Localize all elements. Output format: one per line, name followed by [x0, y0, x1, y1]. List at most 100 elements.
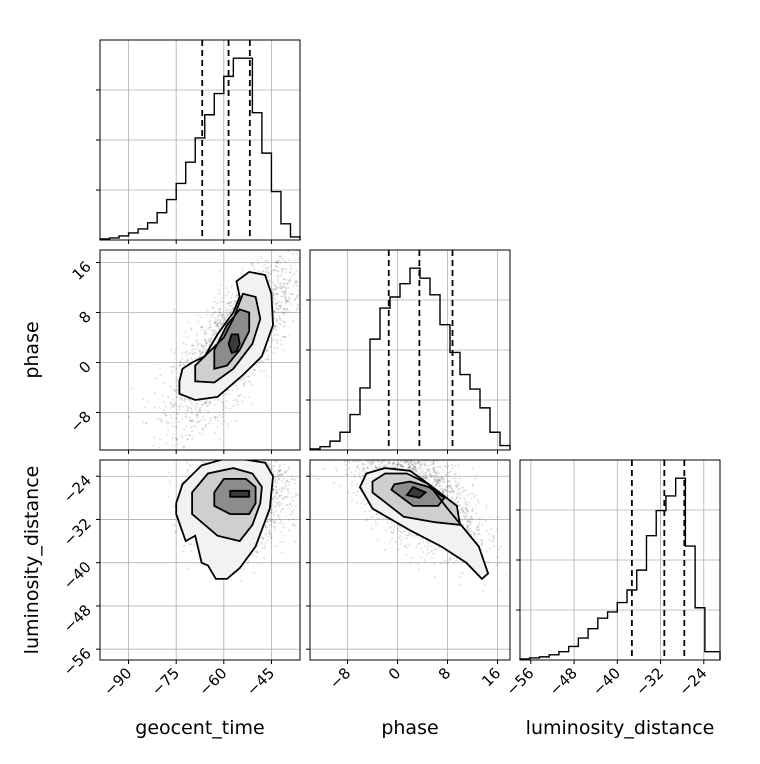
sample-point	[277, 282, 279, 284]
sample-point	[301, 300, 303, 302]
sample-point	[306, 248, 308, 250]
sample-point	[190, 400, 192, 402]
sample-point	[272, 338, 274, 340]
sample-point	[255, 436, 257, 438]
sample-point	[300, 342, 302, 344]
sample-point	[286, 311, 288, 313]
sample-point	[245, 455, 247, 457]
sample-point	[274, 475, 276, 477]
sample-point	[185, 405, 187, 407]
sample-point	[297, 285, 299, 287]
sample-point	[267, 540, 269, 542]
sample-point	[243, 383, 245, 385]
sample-point	[231, 579, 233, 581]
sample-point	[252, 262, 254, 264]
sample-point	[215, 418, 217, 420]
sample-point	[255, 436, 257, 438]
sample-point	[155, 378, 157, 380]
sample-point	[161, 421, 163, 423]
sample-point	[245, 454, 247, 456]
sample-point	[167, 420, 169, 422]
sample-point	[275, 265, 277, 267]
sample-point	[206, 314, 208, 316]
sample-point	[294, 482, 296, 484]
sample-point	[185, 413, 187, 415]
sample-point	[170, 402, 172, 404]
sample-point	[190, 445, 192, 447]
sample-point	[269, 463, 271, 465]
sample-point	[165, 406, 167, 408]
sample-point	[274, 299, 276, 301]
sample-point	[272, 282, 274, 284]
sample-point	[203, 345, 205, 347]
sample-point	[159, 439, 161, 441]
sample-point	[280, 302, 282, 304]
sample-point	[288, 519, 290, 521]
sample-point	[275, 506, 277, 508]
sample-point	[227, 423, 229, 425]
sample-point	[280, 283, 282, 285]
sample-point	[280, 225, 282, 227]
sample-point	[204, 409, 206, 411]
sample-point	[205, 345, 207, 347]
sample-point	[173, 412, 175, 414]
sample-point	[177, 413, 179, 415]
sample-point	[174, 531, 176, 533]
sample-point	[280, 522, 282, 524]
sample-point	[317, 316, 319, 318]
sample-point	[159, 367, 161, 369]
sample-point	[268, 457, 270, 459]
sample-point	[237, 437, 239, 439]
sample-point	[195, 352, 197, 354]
sample-point	[182, 550, 184, 552]
sample-point	[275, 305, 277, 307]
sample-point	[292, 509, 294, 511]
sample-point	[264, 532, 266, 534]
sample-point	[191, 349, 193, 351]
sample-point	[305, 302, 307, 304]
sample-point	[220, 297, 222, 299]
sample-point	[231, 442, 233, 444]
sample-point	[226, 303, 228, 305]
sample-point	[280, 511, 282, 513]
sample-point	[239, 446, 241, 448]
sample-point	[278, 456, 280, 458]
sample-point	[217, 426, 219, 428]
sample-point	[280, 503, 282, 505]
sample-point	[246, 424, 248, 426]
sample-point	[221, 301, 223, 303]
sample-point	[201, 352, 203, 354]
histogram-phase	[310, 268, 510, 450]
sample-point	[247, 562, 249, 564]
sample-point	[214, 404, 216, 406]
sample-point	[189, 407, 191, 409]
sample-point	[284, 278, 286, 280]
sample-point	[213, 296, 215, 298]
sample-point	[265, 270, 267, 272]
sample-point	[264, 435, 266, 437]
sample-point	[294, 273, 296, 275]
sample-point	[196, 335, 198, 337]
sample-point	[187, 438, 189, 440]
sample-point	[221, 455, 223, 457]
sample-point	[227, 311, 229, 313]
sample-point	[211, 329, 213, 331]
sample-point	[262, 361, 264, 363]
sample-point	[275, 520, 277, 522]
sample-point	[176, 396, 178, 398]
sample-point	[173, 352, 175, 354]
sample-point	[217, 420, 219, 422]
sample-point	[209, 446, 211, 448]
sample-point	[259, 370, 261, 372]
sample-point	[264, 547, 266, 549]
sample-point	[229, 456, 231, 458]
sample-point	[182, 436, 184, 438]
sample-point	[305, 254, 307, 256]
sample-point	[283, 326, 285, 328]
sample-point	[270, 273, 272, 275]
sample-point	[258, 422, 260, 424]
sample-point	[292, 524, 294, 526]
sample-point	[175, 348, 177, 350]
sample-point	[235, 428, 237, 430]
sample-point	[187, 359, 189, 361]
